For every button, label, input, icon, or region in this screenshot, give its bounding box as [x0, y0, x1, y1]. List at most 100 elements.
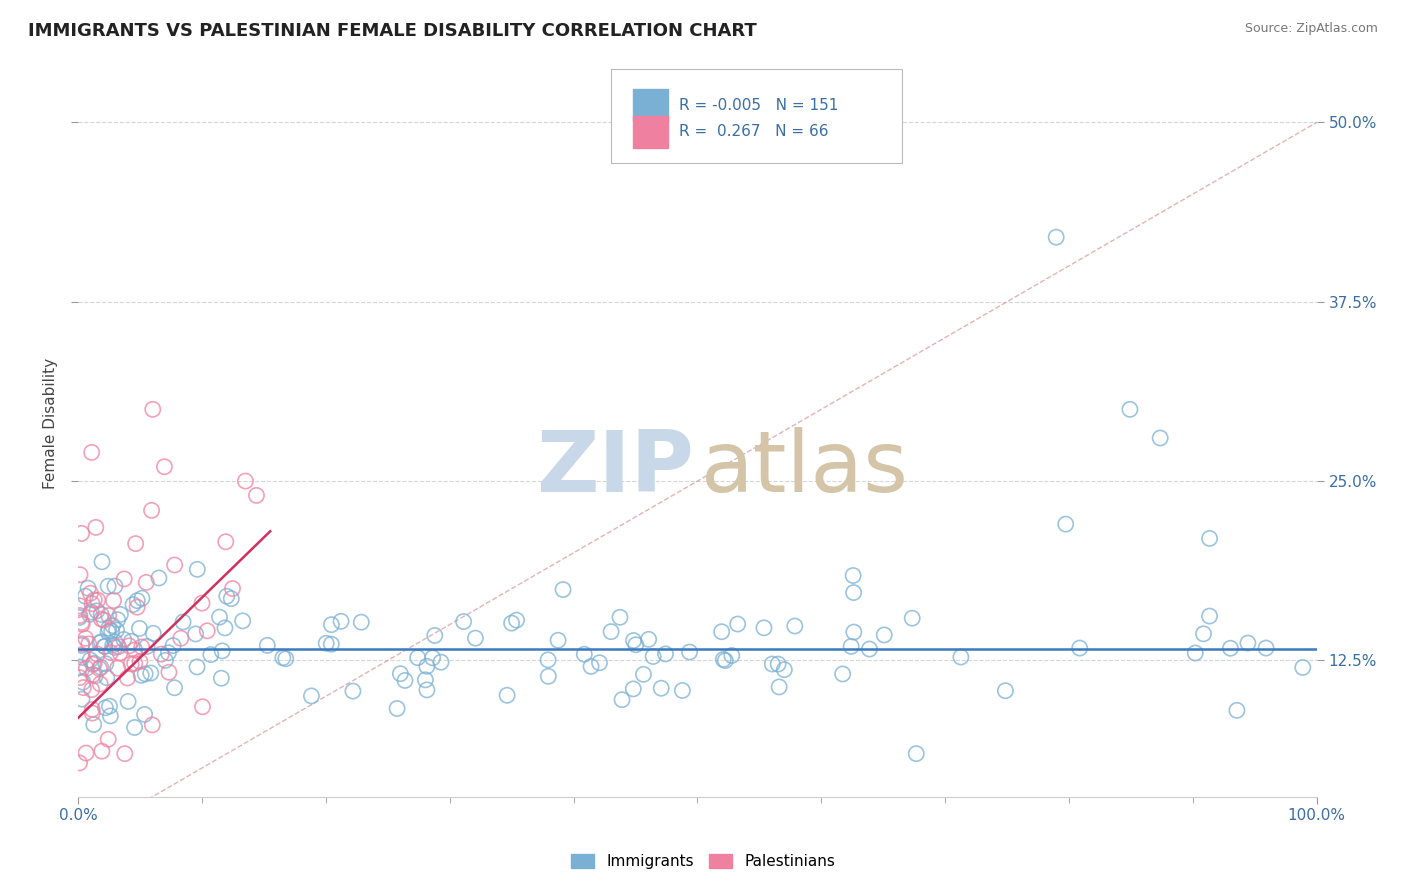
Point — [858, 642, 880, 657]
Point — [103, 593, 125, 607]
Point — [90, 744, 112, 758]
Point — [105, 623, 128, 637]
Point — [773, 663, 796, 677]
Point — [97, 621, 120, 635]
Point — [1192, 627, 1215, 641]
Point — [752, 621, 775, 635]
Point — [142, 626, 165, 640]
Point — [710, 624, 733, 639]
Point — [214, 621, 236, 635]
Point — [385, 701, 408, 715]
Point — [94, 700, 117, 714]
Point — [671, 683, 693, 698]
Point — [131, 640, 153, 654]
Point — [129, 668, 152, 682]
Point — [139, 666, 162, 681]
Point — [124, 536, 146, 550]
Point — [134, 707, 156, 722]
Point — [93, 613, 115, 627]
Point — [112, 632, 135, 647]
Point — [89, 677, 111, 691]
Point — [135, 575, 157, 590]
Point — [90, 660, 112, 674]
Point — [70, 615, 93, 630]
Point — [124, 721, 146, 735]
Point — [221, 591, 243, 606]
Point — [75, 661, 97, 675]
Legend: Immigrants, Palestinians: Immigrants, Palestinians — [565, 848, 841, 875]
Point — [100, 709, 122, 723]
Point — [453, 615, 475, 629]
Point — [77, 581, 100, 595]
Point — [330, 615, 353, 629]
Point — [1069, 641, 1091, 656]
Point — [131, 591, 153, 606]
Point — [1237, 636, 1260, 650]
Point — [389, 666, 412, 681]
Point — [901, 611, 924, 625]
Point — [416, 682, 439, 697]
Point — [537, 669, 560, 683]
Point — [142, 402, 165, 417]
Point — [761, 657, 783, 671]
Point — [157, 665, 180, 680]
Point — [209, 671, 232, 685]
Point — [104, 634, 127, 648]
Point — [155, 653, 177, 667]
Point — [654, 647, 676, 661]
Point — [299, 689, 322, 703]
Point — [831, 667, 853, 681]
Text: ZIP: ZIP — [536, 427, 693, 510]
Point — [1254, 640, 1277, 655]
Point — [101, 638, 124, 652]
Point — [69, 610, 91, 624]
Point — [406, 650, 429, 665]
Point — [70, 648, 93, 662]
Point — [134, 666, 156, 681]
Point — [69, 660, 91, 674]
Point — [91, 555, 114, 569]
Point — [77, 637, 100, 651]
Point — [600, 624, 623, 639]
Point — [637, 632, 659, 647]
Point — [148, 571, 170, 585]
FancyBboxPatch shape — [610, 70, 901, 162]
Point — [274, 651, 297, 665]
Point — [1226, 703, 1249, 717]
Point — [90, 612, 112, 626]
Point — [232, 614, 254, 628]
Point — [80, 445, 103, 459]
Point — [112, 572, 135, 586]
Point — [93, 640, 115, 654]
Point — [1198, 609, 1220, 624]
Point — [96, 671, 118, 685]
Point — [70, 639, 93, 653]
Point — [315, 636, 337, 650]
Point — [551, 582, 574, 597]
Point — [153, 459, 176, 474]
Point — [108, 646, 131, 660]
Point — [82, 597, 104, 611]
Y-axis label: Female Disability: Female Disability — [44, 358, 58, 489]
Point — [79, 653, 101, 667]
Point — [129, 655, 152, 669]
Point — [122, 598, 145, 612]
Point — [1198, 532, 1220, 546]
Point — [124, 657, 146, 671]
Point — [75, 589, 97, 603]
Point — [69, 756, 91, 770]
Text: Source: ZipAtlas.com: Source: ZipAtlas.com — [1244, 22, 1378, 36]
Point — [766, 657, 789, 672]
Point — [75, 746, 97, 760]
Point — [430, 655, 453, 669]
Bar — [633, 116, 668, 148]
Point — [842, 585, 865, 599]
Point — [186, 562, 208, 576]
Point — [79, 586, 101, 600]
Point — [256, 639, 278, 653]
Point — [1149, 431, 1171, 445]
Point — [547, 633, 569, 648]
Point — [905, 747, 928, 761]
Point — [842, 568, 865, 582]
Point — [464, 631, 486, 645]
